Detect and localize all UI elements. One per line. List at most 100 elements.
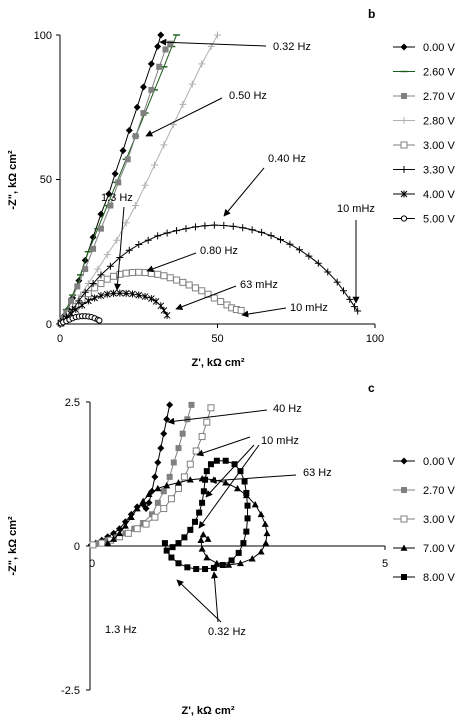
c-annotation-032hz: 0.32 Hz — [208, 626, 246, 638]
data-point — [198, 287, 206, 295]
c-annotation-10mhz: 10 mHz — [261, 435, 299, 447]
b-x-tick-100: 100 — [366, 333, 384, 345]
c-y-tick-0: 0 — [74, 541, 80, 553]
data-point — [94, 265, 102, 273]
data-point — [78, 301, 86, 309]
c-y-tick-2.5: 2.5 — [65, 397, 80, 409]
data-point — [175, 560, 182, 567]
data-point — [111, 170, 119, 178]
data-point — [163, 482, 171, 489]
data-point — [193, 566, 200, 573]
data-point — [258, 228, 266, 236]
data-point — [191, 223, 199, 231]
data-point — [135, 268, 143, 276]
data-point — [122, 289, 130, 297]
data-point — [295, 246, 303, 254]
data-point — [199, 530, 207, 538]
data-point — [263, 529, 271, 537]
b-y-tick-100: 100 — [34, 30, 52, 42]
data-point — [75, 297, 83, 305]
data-point — [207, 461, 214, 468]
c-y-tick-neg2.5: -2.5 — [61, 685, 80, 697]
chart-c-series — [87, 401, 271, 573]
data-point — [244, 515, 251, 522]
data-point — [91, 294, 99, 302]
data-point — [182, 225, 190, 233]
data-point — [186, 476, 194, 483]
data-point — [231, 461, 238, 468]
data-point — [197, 536, 205, 544]
legend-label: 3.30 V — [423, 165, 455, 177]
data-point — [185, 281, 193, 289]
data-point — [354, 307, 362, 315]
data-point — [262, 539, 270, 546]
data-point — [202, 566, 209, 573]
data-point — [132, 202, 140, 210]
c-x-tick-5: 5 — [382, 558, 388, 570]
legend-label: 2.80 V — [423, 116, 455, 128]
legend-label: 2.70 V — [423, 91, 455, 103]
data-point — [243, 528, 250, 535]
data-point — [175, 445, 182, 452]
data-point — [257, 510, 265, 518]
data-point — [97, 280, 105, 288]
data-point — [166, 473, 173, 480]
b-y-axis-label: -Z", kΩ cm² — [7, 150, 19, 210]
data-point — [128, 269, 136, 277]
data-point — [113, 236, 121, 244]
data-point — [203, 468, 210, 475]
legend-marker — [400, 43, 408, 51]
data-point — [125, 126, 133, 134]
data-point — [203, 418, 211, 426]
data-point — [198, 545, 206, 552]
data-point — [103, 290, 111, 298]
data-point — [241, 478, 248, 485]
legend-label: 3.00 V — [423, 140, 455, 152]
data-point — [236, 559, 244, 567]
data-point — [267, 232, 275, 240]
chart-b-series — [57, 31, 362, 327]
data-point — [103, 275, 111, 283]
data-point — [127, 513, 135, 520]
data-point — [192, 447, 200, 455]
data-point — [103, 251, 111, 259]
data-point — [166, 274, 174, 282]
data-point — [257, 548, 265, 555]
data-point — [147, 269, 155, 277]
series-line-700V — [107, 478, 268, 566]
data-point — [122, 219, 130, 227]
data-point — [110, 289, 117, 297]
legend-label: 3.00 V — [423, 514, 455, 526]
data-point — [157, 31, 165, 39]
c-annotation-40hz: 40 Hz — [273, 403, 302, 415]
data-point — [188, 401, 195, 408]
data-point — [135, 241, 143, 249]
data-point — [74, 283, 81, 290]
data-point — [121, 522, 129, 529]
b-annotation-080hz: 0.80 Hz — [200, 245, 238, 257]
legend-label: 7.00 V — [423, 543, 455, 555]
data-point — [160, 505, 168, 513]
data-point — [89, 541, 97, 549]
data-point — [340, 287, 347, 295]
data-point — [251, 501, 259, 508]
data-point — [84, 297, 92, 305]
series-line-260V — [60, 34, 178, 323]
data-point — [106, 262, 114, 270]
data-point — [97, 225, 104, 232]
data-point — [248, 226, 256, 234]
data-point — [225, 561, 233, 568]
data-point — [97, 271, 105, 279]
data-point — [110, 535, 118, 542]
legend-marker — [401, 487, 407, 493]
data-point — [179, 100, 187, 108]
data-point — [243, 490, 250, 497]
data-point — [148, 86, 155, 93]
data-point — [314, 259, 322, 267]
data-point — [229, 222, 237, 230]
data-point — [180, 473, 188, 481]
data-point — [186, 460, 194, 468]
data-point — [170, 459, 177, 466]
data-point — [324, 268, 332, 276]
data-point — [89, 280, 97, 288]
